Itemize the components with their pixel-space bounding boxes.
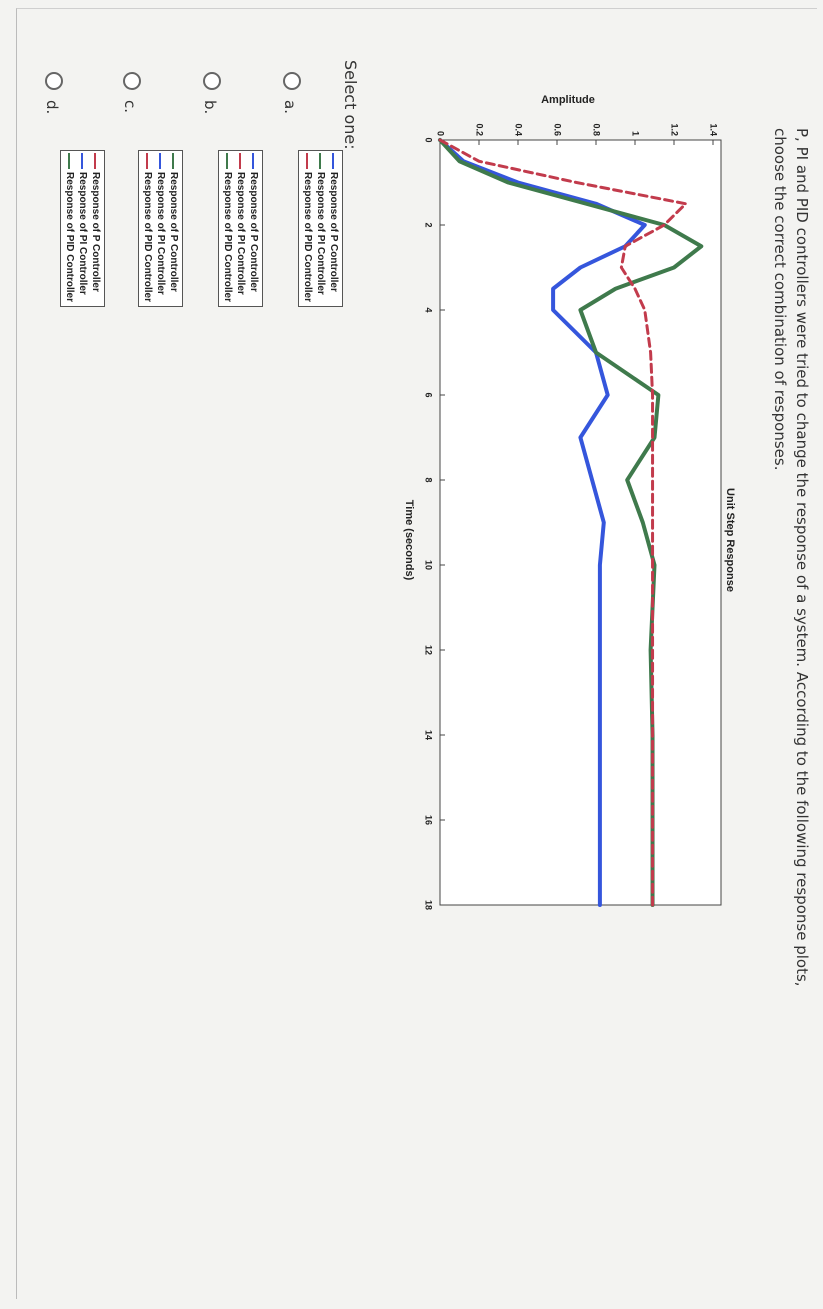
chart-title: Unit Step Response [724,488,736,592]
legend-label: Response of PID Controller [222,172,233,303]
legend-swatch [146,153,149,169]
x-tick-label: 16 [424,815,434,825]
option[interactable]: c. Response of P Controller Response of PI… [121,68,191,388]
legend-swatch [159,153,162,169]
legend-swatch [226,153,229,169]
legend-swatch [172,153,175,169]
legend-entry: Response of P Controller [89,153,102,302]
x-tick-label: 10 [424,560,434,570]
legend-swatch [81,153,84,169]
y-tick-label: 0.2 [475,123,485,136]
legend-label: Response of P Controller [168,172,179,292]
legend-swatch [68,153,71,169]
y-tick-label: 0.6 [553,123,563,136]
option-legend: Response of P Controller Response of PI C… [218,150,263,308]
y-tick-label: 0.4 [514,123,524,136]
radio-button[interactable] [45,72,63,90]
x-tick-label: 6 [424,392,434,397]
x-axis-label: Time (seconds) [403,500,415,581]
legend-swatch [94,153,97,169]
option-legend: Response of P Controller Response of PI C… [298,150,343,308]
legend-swatch [306,153,309,169]
y-tick-label: 0 [436,131,446,136]
radio-button[interactable] [283,72,301,90]
legend-label: Response of PID Controller [142,172,153,303]
legend-label: Response of P Controller [248,172,259,292]
option-letter: a. [281,100,299,114]
legend-entry: Response of PID Controller [141,153,154,302]
legend-label: Response of PI Controller [77,172,88,295]
radio-button[interactable] [123,72,141,90]
y-tick-label: 1 [631,131,641,136]
legend-entry: Response of PID Controller [63,153,76,302]
legend-label: Response of P Controller [90,172,101,292]
legend-entry: Response of P Controller [327,153,340,302]
response-line [438,138,688,907]
legend-label: Response of P Controller [328,172,339,292]
legend-entry: Response of PID Controller [301,153,314,302]
x-tick-label: 18 [424,900,434,910]
x-tick-label: 0 [424,137,434,142]
plot-area [439,139,722,906]
y-axis-label: Amplitude [541,94,595,106]
option-letter: b. [201,100,219,115]
y-tick-label: 1.2 [670,123,680,136]
response-line [438,138,704,907]
x-tick-label: 4 [424,307,434,312]
option[interactable]: d. Response of P Controller Response of PI… [43,68,113,388]
legend-label: Response of PID Controller [302,172,313,303]
option-legend: Response of P Controller Response of PI C… [60,150,105,308]
legend-label: Response of PI Controller [235,172,246,295]
legend-entry: Response of PI Controller [154,153,167,302]
x-tick-label: 14 [424,730,434,740]
legend-swatch [252,153,255,169]
legend-entry: Response of PID Controller [221,153,234,302]
radio-button[interactable] [203,72,221,90]
x-tick-label: 12 [424,645,434,655]
legend-swatch [319,153,322,169]
y-tick-label: 1.4 [709,123,719,136]
chart: Unit Step Response Time (seconds) Amplit… [403,94,736,910]
legend-label: Response of PID Controller [64,172,75,303]
y-tick-label: 0.8 [592,123,602,136]
option-letter: d. [43,100,61,115]
legend-label: Response of PI Controller [315,172,326,295]
legend-entry: Response of P Controller [167,153,180,302]
legend-entry: Response of P Controller [247,153,260,302]
legend-swatch [239,153,242,169]
x-tick-label: 2 [424,222,434,227]
legend-label: Response of PI Controller [155,172,166,295]
option-letter: c. [121,100,139,114]
option[interactable]: b. Response of P Controller Response of PI… [201,68,271,388]
legend-swatch [332,153,335,169]
option[interactable]: a. Response of P Controller Response of PI… [281,68,351,388]
legend-entry: Response of PI Controller [76,153,89,302]
option-legend: Response of P Controller Response of PI C… [138,150,183,308]
legend-entry: Response of PI Controller [314,153,327,302]
x-tick-label: 8 [424,477,434,482]
legend-entry: Response of PI Controller [234,153,247,302]
